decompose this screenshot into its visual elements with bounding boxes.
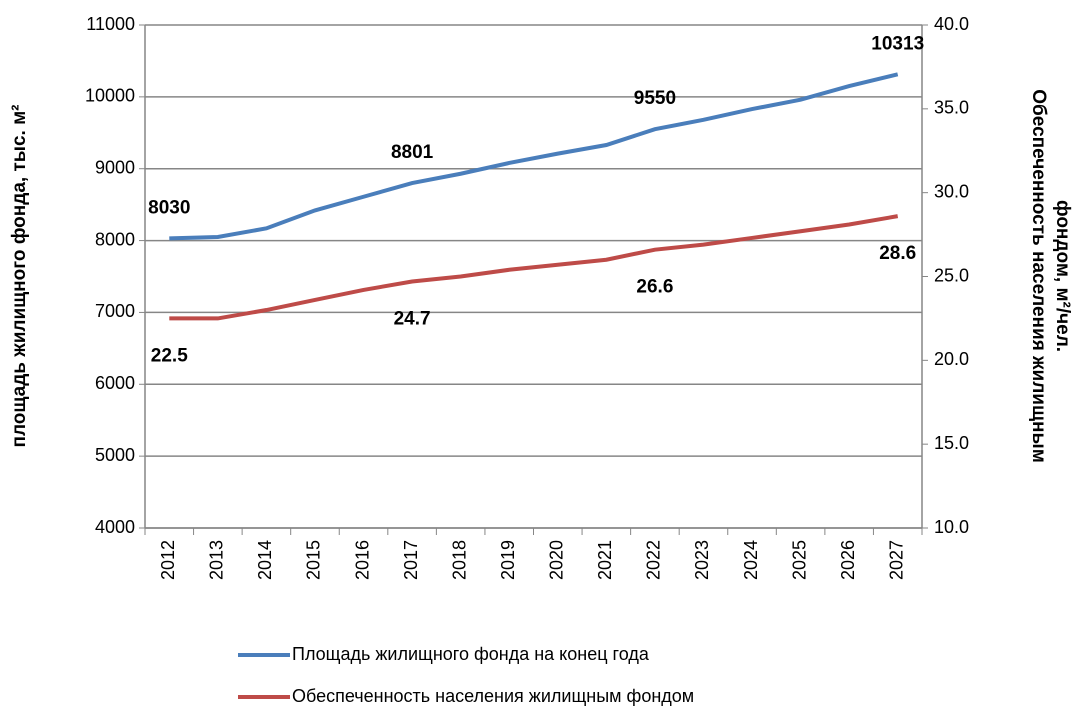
legend-label: Обеспеченность населения жилищным фондом	[292, 686, 694, 706]
y-tick-label: 5000	[95, 445, 135, 465]
x-tick-label: 2015	[304, 540, 324, 580]
data-label: 22.5	[151, 345, 188, 366]
data-label: 10313	[871, 33, 924, 54]
x-tick-label: 2019	[498, 540, 518, 580]
y2-tick-label: 25.0	[934, 265, 969, 285]
y2-tick-label: 20.0	[934, 349, 969, 369]
x-tick-label: 2023	[692, 540, 712, 580]
y-tick-label: 6000	[95, 373, 135, 393]
series-line	[169, 214, 899, 321]
x-tick-label: 2014	[255, 540, 275, 580]
data-label: 24.7	[394, 309, 431, 330]
y2-axis-title: фондом, м²/чел.	[1052, 200, 1073, 352]
data-label: 8030	[148, 197, 190, 218]
x-tick-label: 2018	[449, 540, 469, 580]
x-tick-label: 2017	[401, 540, 421, 580]
legend-label: Площадь жилищного фонда на конец года	[292, 644, 650, 664]
x-tick-label: 2016	[352, 540, 372, 580]
y2-axis-title: Обеспеченность населения жилищным	[1028, 89, 1049, 462]
data-label: 26.6	[636, 277, 673, 298]
x-tick-label: 2020	[547, 540, 567, 580]
x-tick-label: 2012	[158, 540, 178, 580]
y2-tick-label: 30.0	[934, 181, 969, 201]
x-tick-label: 2026	[838, 540, 858, 580]
y-tick-label: 4000	[95, 517, 135, 537]
x-tick-label: 2021	[595, 540, 615, 580]
y2-tick-label: 15.0	[934, 433, 969, 453]
y-tick-label: 7000	[95, 301, 135, 321]
y-tick-label: 8000	[95, 229, 135, 249]
x-tick-label: 2025	[789, 540, 809, 580]
y2-tick-label: 40.0	[934, 14, 969, 34]
y-tick-label: 9000	[95, 157, 135, 177]
y-tick-label: 10000	[85, 86, 135, 106]
data-label: 8801	[391, 142, 434, 163]
x-tick-label: 2022	[644, 540, 664, 580]
y-tick-label: 11000	[86, 14, 135, 34]
x-tick-label: 2024	[741, 540, 761, 580]
y2-tick-label: 35.0	[934, 98, 969, 118]
x-tick-label: 2027	[886, 540, 906, 580]
y-axis-title: площадь жилищного фонда, тыс. м²	[9, 105, 30, 448]
series-line	[169, 72, 899, 241]
y2-tick-label: 10.0	[934, 517, 969, 537]
x-tick-label: 2013	[207, 540, 227, 580]
data-label: 9550	[634, 88, 676, 109]
data-label: 28.6	[879, 243, 916, 264]
